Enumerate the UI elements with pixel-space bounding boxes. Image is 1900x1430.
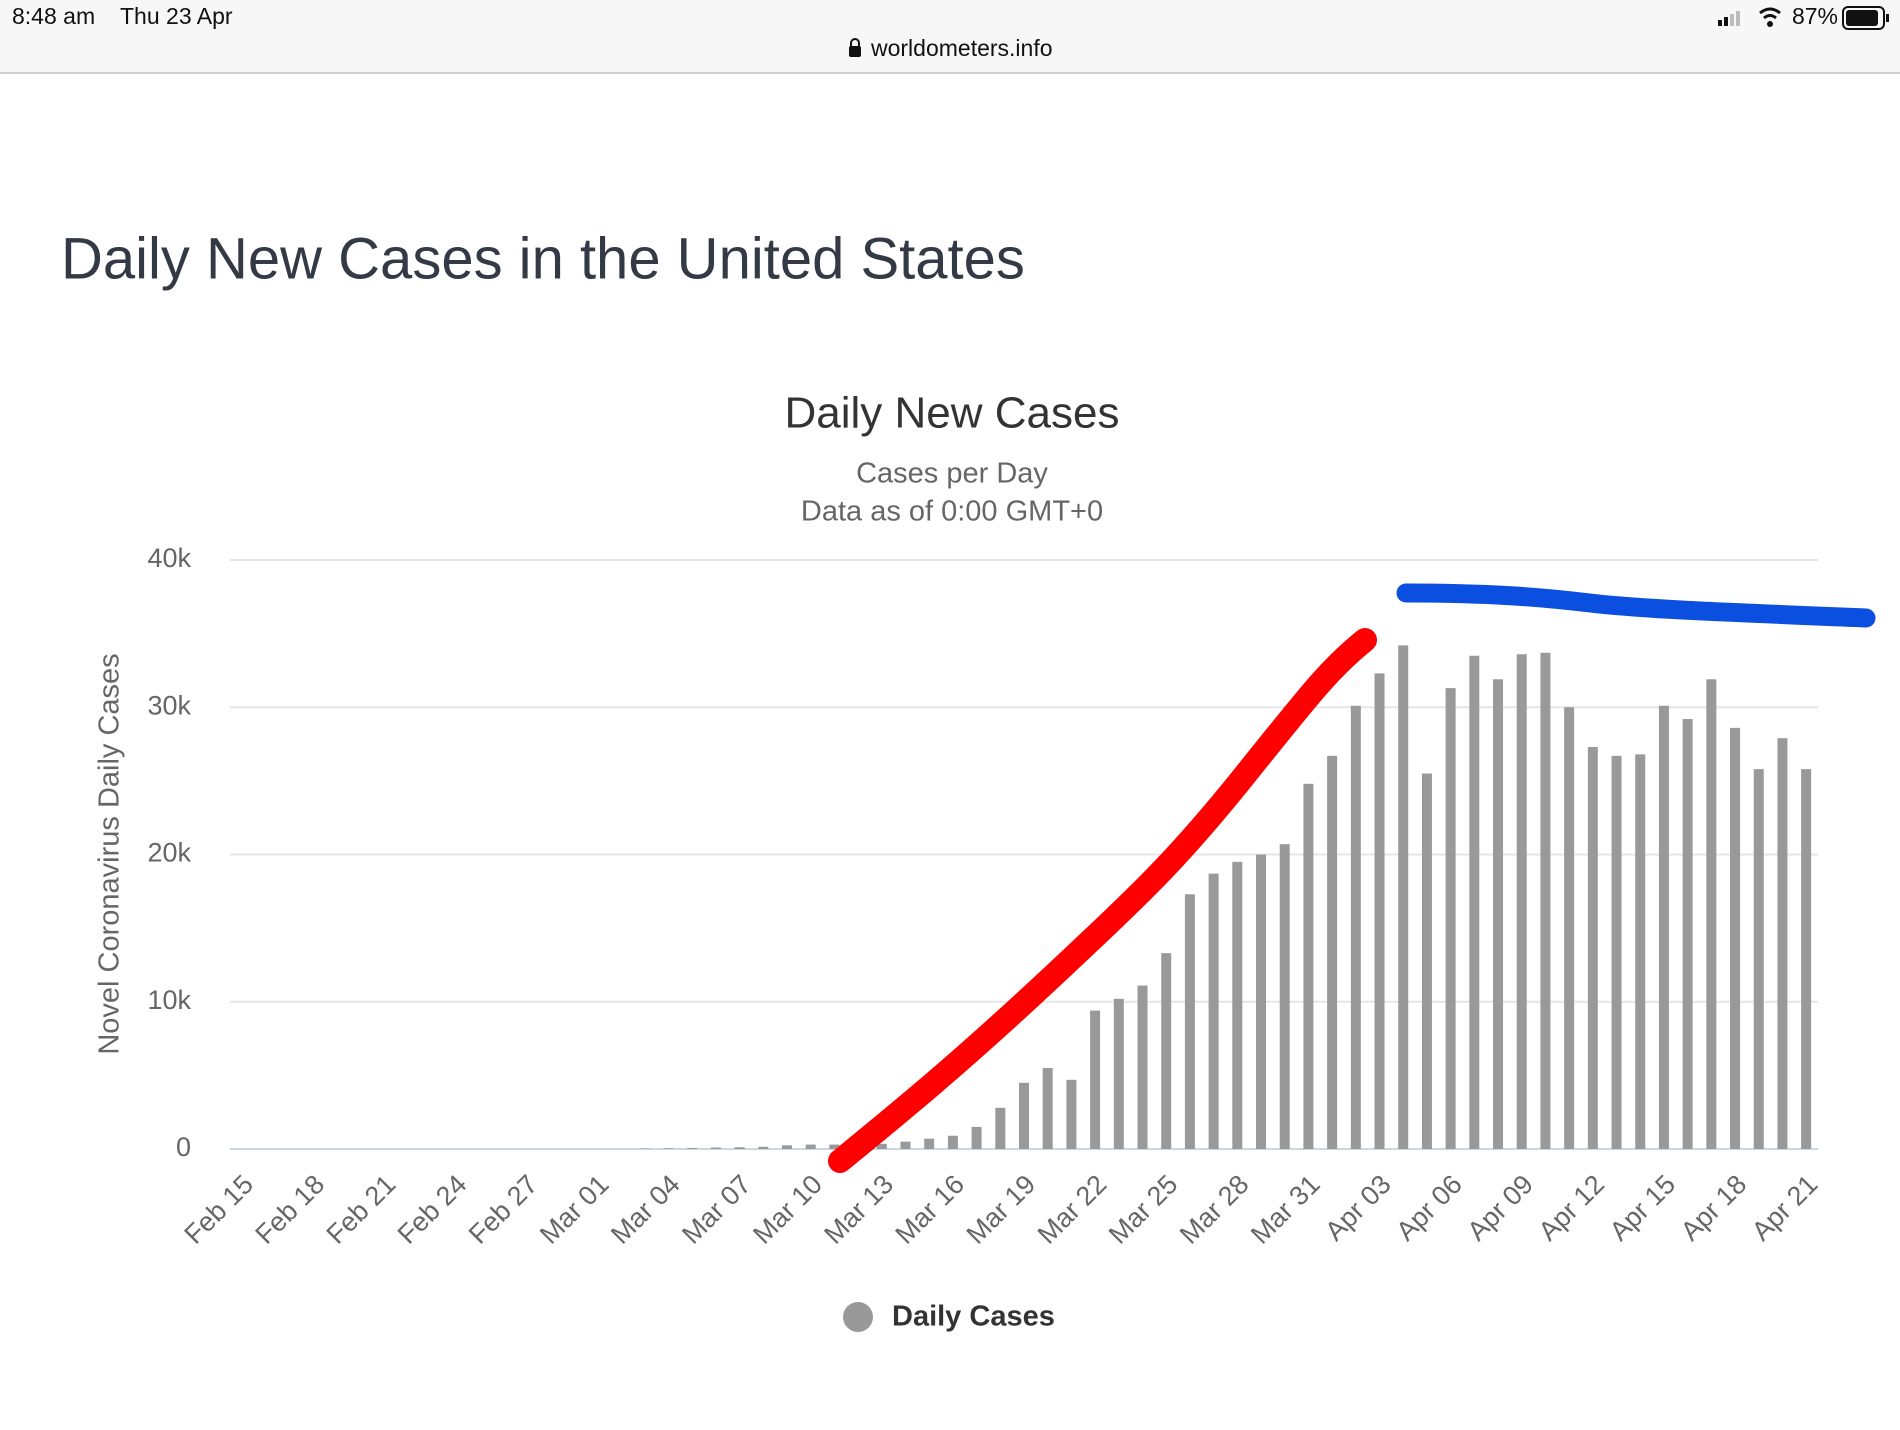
bar bbox=[1588, 747, 1598, 1149]
bar bbox=[1256, 855, 1266, 1150]
bar bbox=[1730, 728, 1740, 1149]
bar bbox=[1777, 738, 1787, 1149]
x-tick-label: Mar 22 bbox=[1032, 1169, 1113, 1250]
bar bbox=[687, 1148, 697, 1149]
bar bbox=[1422, 774, 1432, 1149]
bar bbox=[900, 1142, 910, 1149]
x-tick-label: Feb 27 bbox=[463, 1169, 544, 1250]
chart-subtitle: Data as of 0:00 GMT+0 bbox=[801, 496, 1103, 528]
x-tick-label: Mar 19 bbox=[961, 1169, 1042, 1250]
x-tick-label: Feb 18 bbox=[250, 1169, 331, 1250]
bar bbox=[1446, 688, 1456, 1149]
x-tick-label: Mar 31 bbox=[1245, 1169, 1326, 1250]
chart-title: Daily New Cases bbox=[785, 389, 1120, 438]
bar bbox=[1209, 874, 1219, 1149]
x-tick-label: Mar 25 bbox=[1103, 1169, 1184, 1250]
bar bbox=[1612, 756, 1622, 1149]
legend-label[interactable]: Daily Cases bbox=[892, 1301, 1055, 1333]
status-time: 8:48 am bbox=[12, 3, 95, 29]
bar bbox=[735, 1147, 745, 1149]
x-tick-label: Apr 21 bbox=[1746, 1169, 1823, 1246]
y-tick-label: 30k bbox=[147, 690, 191, 720]
bar bbox=[1138, 986, 1148, 1149]
x-tick-label: Apr 09 bbox=[1462, 1169, 1539, 1246]
bar bbox=[806, 1145, 816, 1149]
bar bbox=[1517, 654, 1527, 1149]
bar bbox=[711, 1148, 721, 1149]
x-tick-label: Feb 15 bbox=[178, 1169, 259, 1250]
status-date: Thu 23 Apr bbox=[120, 3, 233, 29]
x-tick-label: Apr 06 bbox=[1390, 1169, 1467, 1246]
x-tick-label: Mar 16 bbox=[890, 1169, 971, 1250]
url[interactable]: worldometers.info bbox=[870, 35, 1053, 61]
bar bbox=[1754, 769, 1764, 1149]
x-tick-label: Feb 21 bbox=[321, 1169, 402, 1250]
bar bbox=[1232, 862, 1242, 1149]
bar bbox=[1683, 719, 1693, 1149]
bar bbox=[1090, 1011, 1100, 1149]
y-axis-title: Novel Coronavirus Daily Cases bbox=[94, 653, 126, 1054]
bar bbox=[1043, 1068, 1053, 1149]
x-tick-label: Apr 15 bbox=[1604, 1169, 1681, 1246]
x-tick-label: Mar 04 bbox=[605, 1169, 686, 1250]
x-tick-label: Mar 01 bbox=[534, 1169, 615, 1250]
battery-percent: 87% bbox=[1792, 3, 1838, 29]
bar bbox=[782, 1145, 792, 1149]
bar bbox=[1351, 706, 1361, 1149]
x-tick-label: Feb 24 bbox=[392, 1169, 473, 1250]
blue-plateau-stroke bbox=[1406, 593, 1866, 618]
bar bbox=[1280, 844, 1290, 1149]
bar bbox=[1659, 706, 1669, 1149]
y-tick-label: 10k bbox=[147, 985, 191, 1015]
bar bbox=[1066, 1080, 1076, 1149]
x-tick-label: Mar 10 bbox=[747, 1169, 828, 1250]
bar bbox=[1801, 769, 1811, 1149]
bar bbox=[1185, 894, 1195, 1149]
bar bbox=[1469, 656, 1479, 1149]
y-tick-label: 20k bbox=[147, 838, 191, 868]
bar bbox=[1398, 645, 1408, 1149]
page-title: Daily New Cases in the United States bbox=[61, 226, 1025, 291]
bar bbox=[1161, 953, 1171, 1149]
bar bbox=[1303, 784, 1313, 1149]
y-tick-label: 0 bbox=[176, 1132, 191, 1162]
chart-subtitle: Cases per Day bbox=[856, 458, 1048, 490]
bar bbox=[1540, 653, 1550, 1149]
bar bbox=[1493, 679, 1503, 1149]
bar bbox=[1564, 707, 1574, 1149]
x-tick-label: Apr 03 bbox=[1319, 1169, 1396, 1246]
bar bbox=[1114, 999, 1124, 1149]
bar bbox=[1327, 756, 1337, 1149]
bar bbox=[1706, 679, 1716, 1149]
bar bbox=[972, 1127, 982, 1149]
x-tick-label: Mar 28 bbox=[1174, 1169, 1255, 1250]
x-tick-label: Apr 18 bbox=[1675, 1169, 1752, 1246]
wifi-dot bbox=[1767, 21, 1773, 27]
x-tick-label: Mar 07 bbox=[676, 1169, 757, 1250]
bar bbox=[1019, 1083, 1029, 1149]
bar bbox=[663, 1148, 673, 1149]
x-tick-label: Mar 13 bbox=[818, 1169, 899, 1250]
bar bbox=[924, 1139, 934, 1149]
bar bbox=[758, 1147, 768, 1149]
bar bbox=[948, 1136, 958, 1149]
bar bbox=[995, 1108, 1005, 1149]
x-tick-label: Apr 12 bbox=[1533, 1169, 1610, 1246]
legend-marker[interactable] bbox=[843, 1302, 873, 1332]
bar bbox=[1635, 754, 1645, 1149]
y-tick-label: 40k bbox=[147, 543, 191, 573]
bar bbox=[1375, 673, 1385, 1149]
